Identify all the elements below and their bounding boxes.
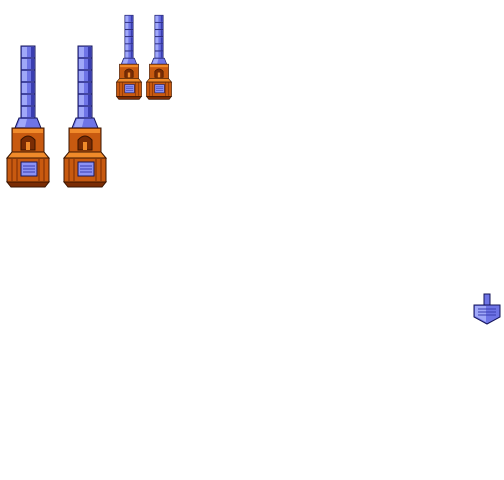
- large-pedestal-obelisk-sprite: [5, 45, 51, 188]
- pedestal-ledge: [5, 151, 51, 159]
- column-block-highlight: [22, 47, 27, 57]
- column-block-shadow: [88, 95, 91, 105]
- pedestal-arch-slot: [83, 142, 87, 150]
- column-block-shadow: [88, 71, 91, 81]
- column-block-highlight: [155, 51, 159, 58]
- column-block-highlight: [125, 22, 129, 29]
- column-block-shadow: [130, 30, 133, 37]
- obelisk-icon: [473, 293, 501, 325]
- icon-shape: [473, 293, 501, 325]
- column-block-highlight: [125, 44, 129, 51]
- column-block-highlight: [79, 95, 84, 105]
- pedestal-ledge: [145, 78, 173, 83]
- column-block-shadow: [130, 15, 133, 22]
- column-capital-highlight: [17, 119, 27, 127]
- column-block-highlight: [155, 44, 159, 51]
- obelisk-column: [115, 14, 143, 100]
- column-block-highlight: [125, 51, 129, 58]
- column-block-highlight: [125, 15, 129, 22]
- column-capital-highlight: [152, 58, 159, 64]
- column-block-shadow: [160, 51, 163, 58]
- pedestal-ledge: [115, 78, 143, 83]
- column-block-shadow: [31, 107, 34, 117]
- column-block-highlight: [79, 83, 84, 93]
- column-capital-highlight: [74, 119, 84, 127]
- icon-base-highlight: [475, 306, 486, 322]
- pedestal-upper-rim: [13, 129, 43, 133]
- column-block-highlight: [155, 30, 159, 37]
- pedestal-foot: [115, 96, 143, 100]
- obelisk-column: [5, 45, 51, 188]
- obelisk-column: [145, 14, 173, 100]
- column-block-shadow: [88, 47, 91, 57]
- column-block-shadow: [31, 59, 34, 69]
- column-block-highlight: [22, 59, 27, 69]
- column-block-shadow: [130, 51, 133, 58]
- column-block-shadow: [31, 95, 34, 105]
- column-block-shadow: [88, 107, 91, 117]
- pedestal-upper-rim: [120, 64, 138, 68]
- pedestal-upper-rim: [150, 64, 168, 68]
- column-block-highlight: [155, 15, 159, 22]
- column-block-highlight: [155, 22, 159, 29]
- small-pedestal-obelisk-sprite: [115, 14, 143, 100]
- pedestal-arch-slot: [157, 72, 161, 78]
- pedestal-foot: [145, 96, 173, 100]
- column-block-highlight: [155, 37, 159, 44]
- pedestal-upper-rim: [70, 129, 100, 133]
- column-block-shadow: [160, 30, 163, 37]
- large-pedestal-obelisk-sprite: [62, 45, 108, 188]
- column-capital-highlight: [122, 58, 129, 64]
- column-block-shadow: [31, 83, 34, 93]
- pedestal-arch-slot: [127, 72, 131, 78]
- column-block-shadow: [160, 22, 163, 29]
- column-block-highlight: [125, 37, 129, 44]
- pedestal-arch-slot: [26, 142, 30, 150]
- column-block-highlight: [22, 95, 27, 105]
- obelisk-column: [62, 45, 108, 188]
- column-block-highlight: [79, 59, 84, 69]
- column-block-shadow: [31, 71, 34, 81]
- column-block-shadow: [130, 44, 133, 51]
- column-block-highlight: [79, 71, 84, 81]
- column-block-shadow: [160, 15, 163, 22]
- column-block-shadow: [31, 47, 34, 57]
- column-block-highlight: [22, 71, 27, 81]
- column-block-shadow: [88, 83, 91, 93]
- column-block-highlight: [22, 83, 27, 93]
- column-block-highlight: [79, 47, 84, 57]
- column-block-shadow: [88, 59, 91, 69]
- column-block-highlight: [22, 107, 27, 117]
- pedestal-foot: [5, 181, 51, 188]
- small-pedestal-obelisk-sprite: [145, 14, 173, 100]
- column-block-highlight: [125, 30, 129, 37]
- pedestal-ledge: [62, 151, 108, 159]
- column-block-shadow: [160, 44, 163, 51]
- column-block-highlight: [79, 107, 84, 117]
- column-block-shadow: [130, 37, 133, 44]
- column-block-shadow: [130, 22, 133, 29]
- pedestal-foot: [62, 181, 108, 188]
- column-block-shadow: [160, 37, 163, 44]
